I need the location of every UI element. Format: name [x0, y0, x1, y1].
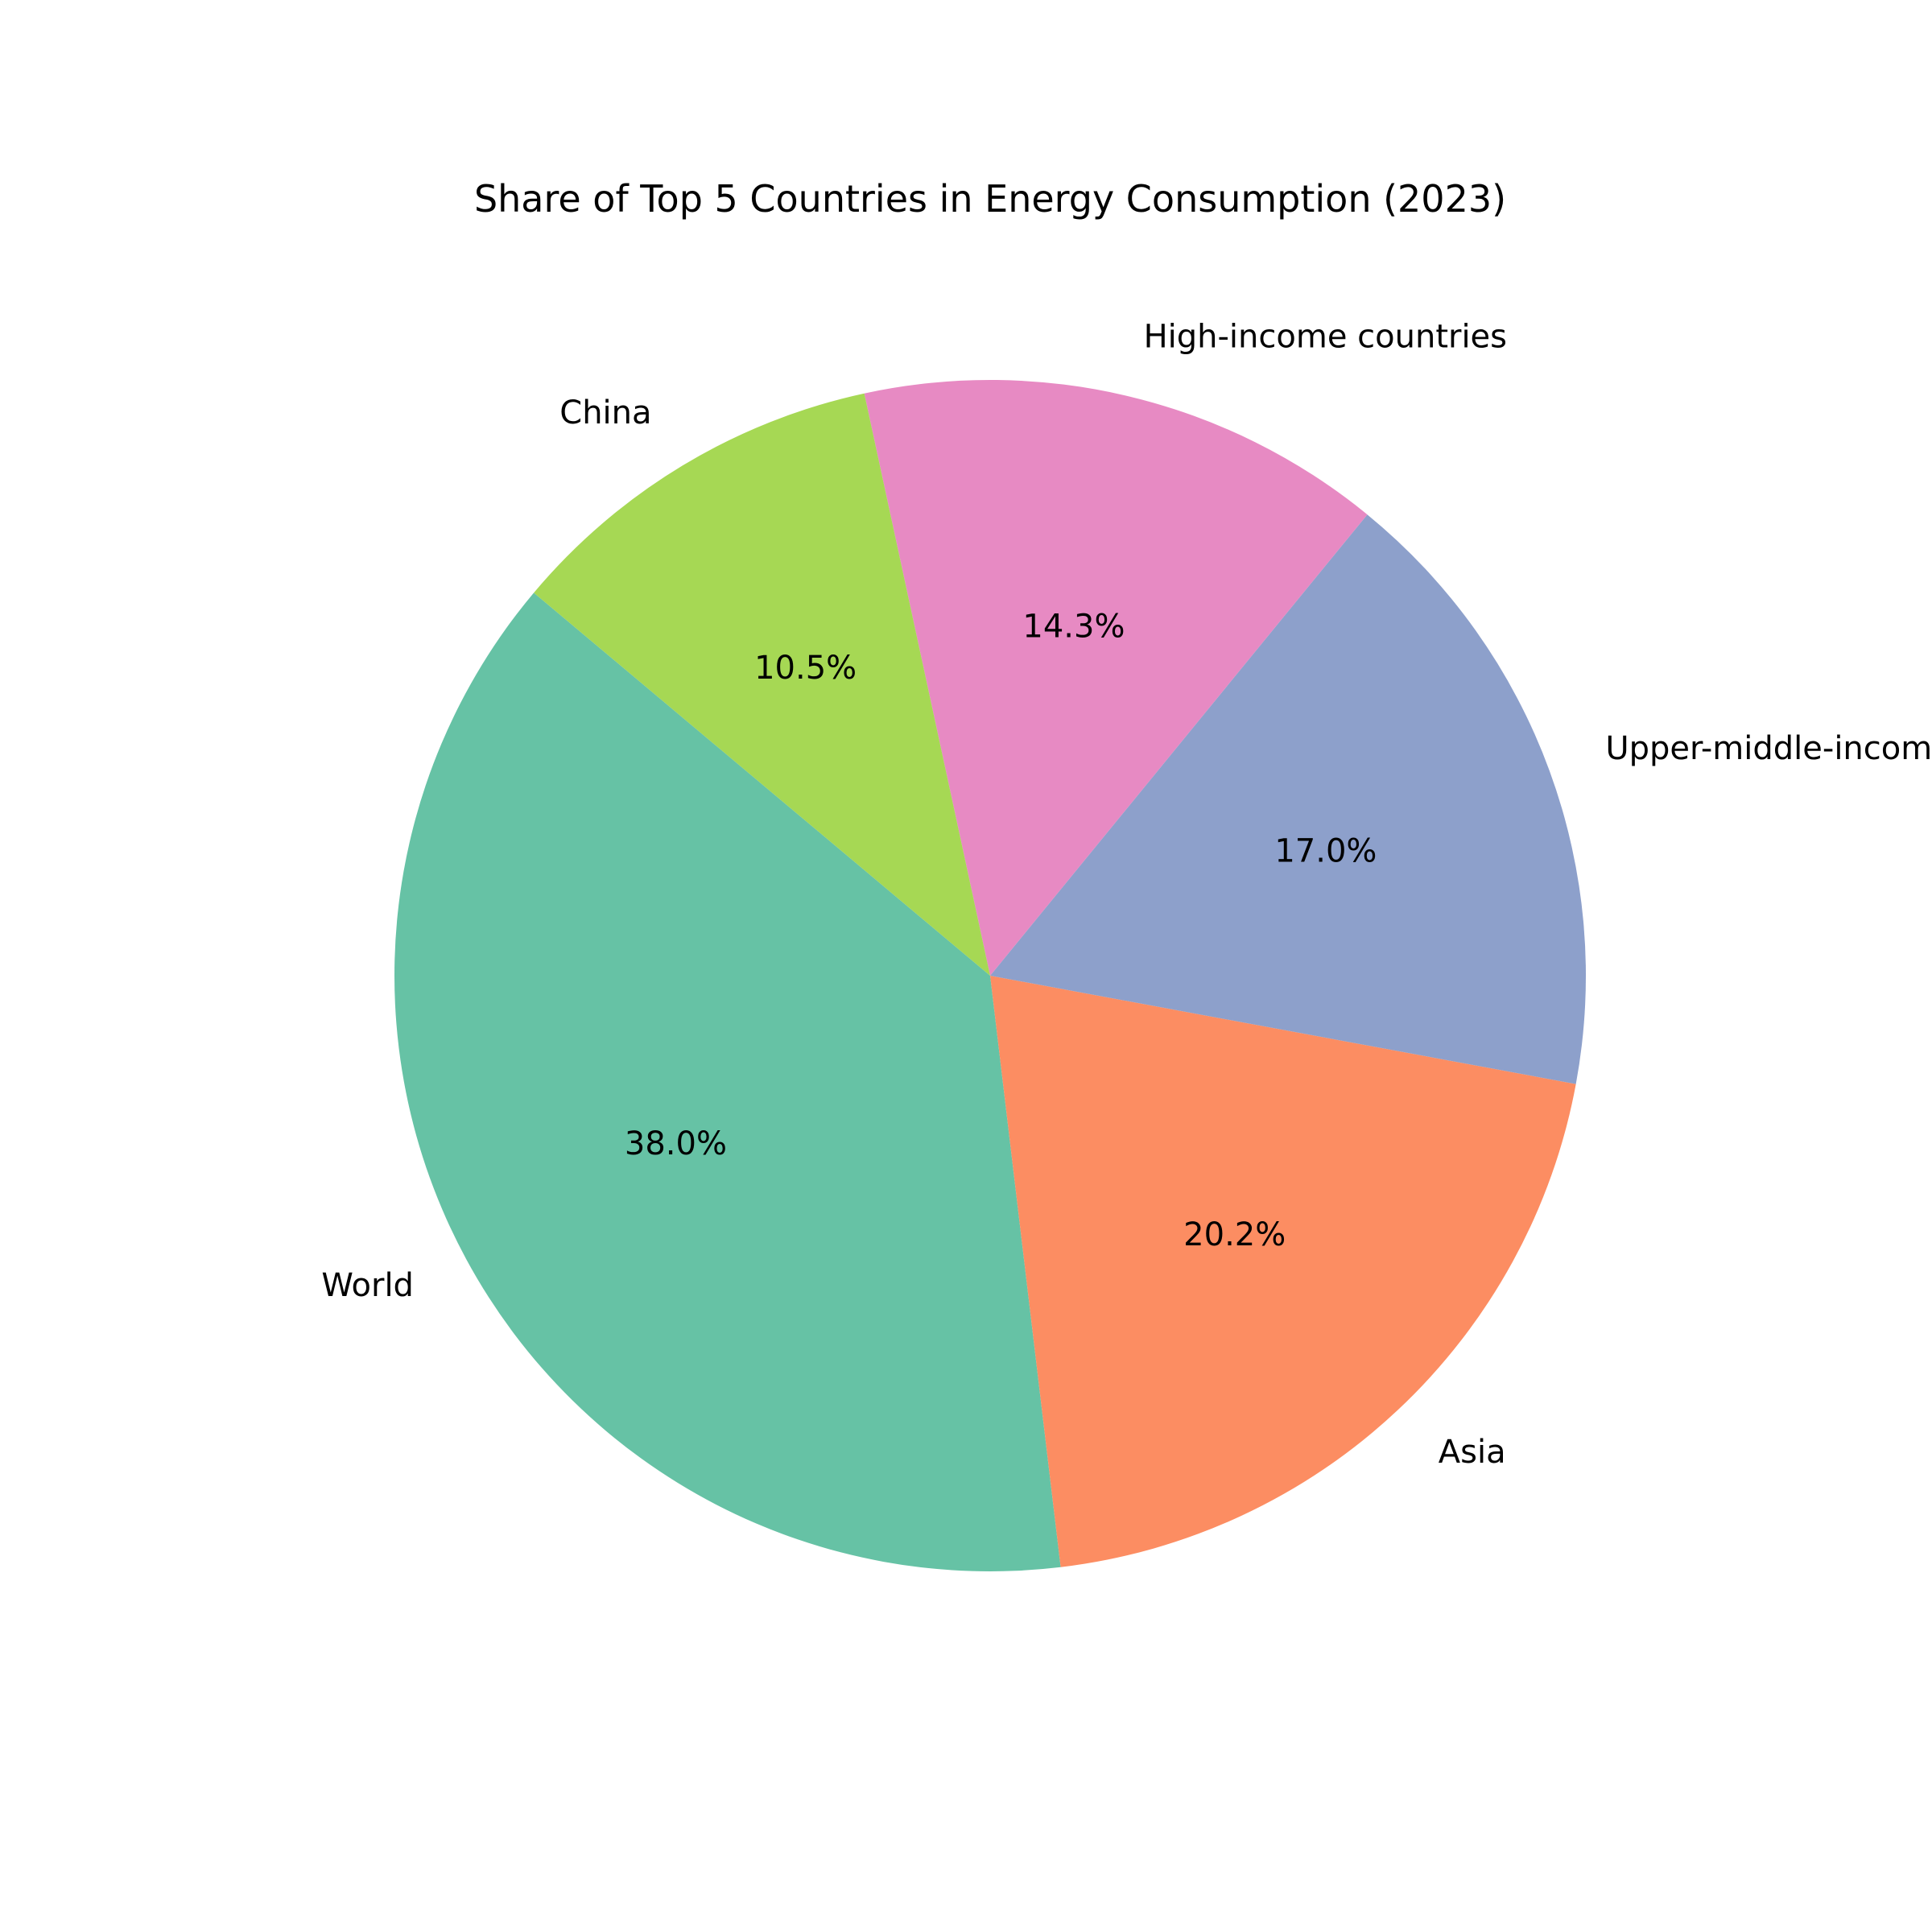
pie-slice-upper-middle-income-countries — [990, 514, 1586, 1084]
slice-label-asia: Asia — [1439, 1434, 1506, 1471]
slice-percent-high-income-countries: 14.3% — [1022, 608, 1125, 645]
slice-percent-world: 38.0% — [625, 1125, 727, 1162]
slice-percent-asia: 20.2% — [1183, 1216, 1286, 1253]
slice-label-world: World — [321, 1267, 414, 1304]
pie-slice-high-income-countries — [864, 380, 1368, 976]
slice-label-upper-middle-income-countries: Upper-middle-income countries — [1605, 730, 1932, 767]
slice-label-high-income-countries: High-income countries — [1144, 319, 1507, 356]
chart-title: Share of Top 5 Countries in Energy Consu… — [474, 177, 1506, 221]
pie-slice-asia — [990, 976, 1576, 1567]
pie-slice-world — [394, 592, 1061, 1571]
slice-label-china: China — [559, 394, 651, 431]
slice-percent-upper-middle-income-countries: 17.0% — [1274, 832, 1377, 869]
pie-slices — [394, 380, 1586, 1571]
pie-slice-china — [534, 393, 990, 976]
slice-percent-china: 10.5% — [754, 650, 857, 687]
pie-labels: World 38.0% Asia 20.2% Upper-middle-income c… — [321, 319, 1932, 1471]
